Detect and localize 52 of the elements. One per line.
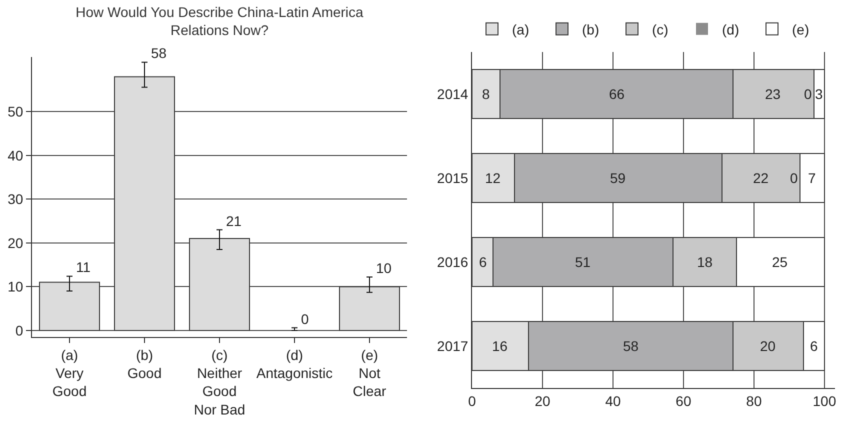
chart-title: How Would You Describe China-Latin America Relations Now?	[76, 4, 364, 38]
data-label: 7	[808, 170, 816, 186]
data-label: 18	[697, 254, 713, 270]
data-label: 0	[790, 170, 798, 186]
x-tick-label: (c) Neither Good Nor Bad	[194, 346, 246, 418]
legend-label: (c)	[652, 21, 668, 38]
y-tick-label: 0	[15, 322, 24, 338]
data-label: 11	[76, 259, 91, 275]
bar	[189, 238, 250, 331]
x-tick-label: (b) Good	[127, 346, 162, 381]
y-tick-label: 20	[8, 234, 24, 251]
bar	[114, 76, 175, 331]
data-label: 3	[815, 86, 823, 102]
data-label: 51	[575, 254, 591, 270]
y-tick-label: 2016	[437, 254, 468, 270]
y-tick-label: 10	[8, 278, 24, 295]
x-tick-label: 40	[605, 392, 621, 409]
data-label: 22	[753, 170, 769, 186]
legend-label: (d)	[722, 21, 740, 38]
y-tick-label: 30	[8, 191, 24, 208]
data-label: 16	[492, 338, 508, 354]
data-label: 6	[810, 338, 818, 354]
x-tick-label: 60	[676, 392, 692, 409]
data-label: 25	[772, 254, 788, 270]
data-label: 8	[482, 86, 490, 102]
data-label: 66	[609, 86, 625, 102]
data-label: 59	[610, 170, 626, 186]
x-tick-label: 20	[534, 392, 550, 409]
data-label: 12	[485, 170, 501, 186]
x-tick-label: 80	[746, 392, 762, 409]
bar	[339, 286, 400, 331]
data-label: 23	[765, 86, 781, 102]
legend-label: (a)	[512, 21, 530, 38]
x-tick-label: (d) Antagonistic	[256, 346, 333, 381]
x-tick-label: (a) Very Good	[52, 346, 87, 400]
y-tick-label: 40	[8, 147, 24, 164]
data-label: 0	[804, 86, 812, 102]
data-label: 58	[623, 338, 639, 354]
y-tick-label: 2014	[437, 86, 468, 102]
y-tick-label: 2015	[437, 170, 468, 186]
y-tick-label: 50	[8, 104, 24, 120]
legend-label: (b)	[582, 21, 600, 38]
data-label: 21	[226, 213, 242, 229]
data-label: 0	[301, 311, 309, 327]
data-label: 10	[376, 260, 392, 276]
bar	[39, 282, 100, 331]
x-tick-label: 100	[812, 392, 836, 409]
y-tick-label: 2017	[437, 338, 468, 354]
data-label: 58	[151, 45, 167, 61]
legend-label: (e)	[792, 21, 810, 38]
x-tick-label: (e) Not Clear	[352, 346, 387, 400]
data-label: 6	[479, 254, 487, 270]
